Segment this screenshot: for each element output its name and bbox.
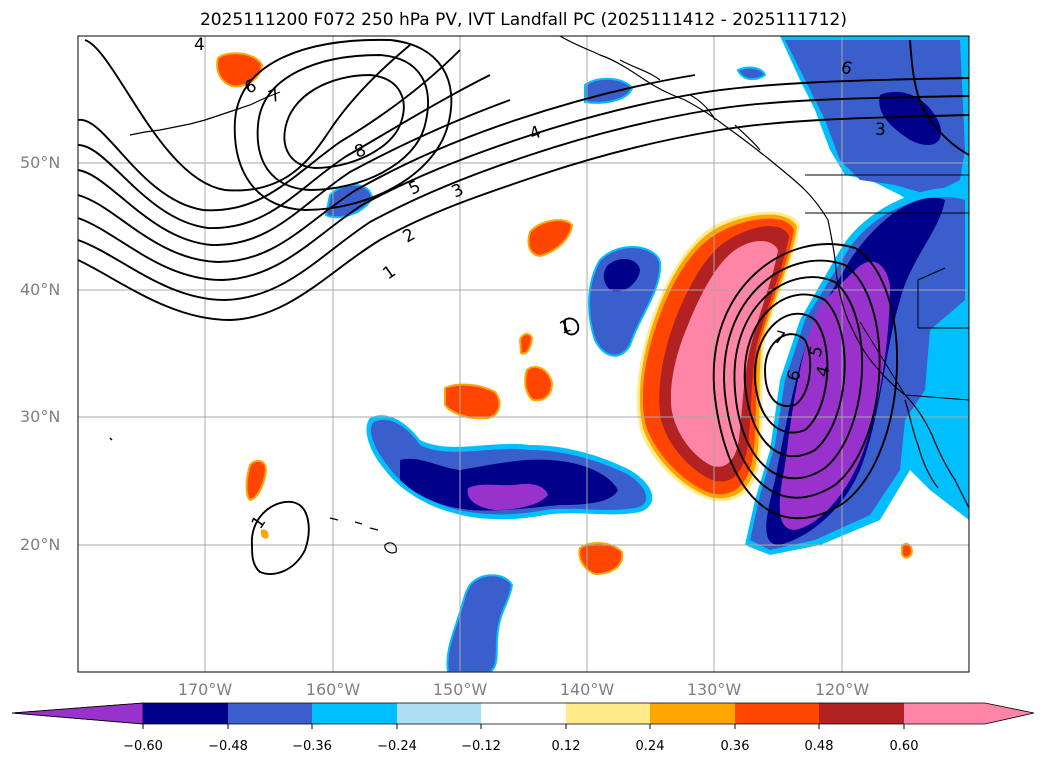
colorbar-tick-label: −0.48	[208, 739, 248, 754]
lat-label-50n: 50°N	[20, 153, 61, 172]
contour-label: 6	[242, 76, 260, 99]
contour-label: 5	[406, 177, 424, 200]
contour-label: 6	[839, 58, 855, 80]
contour-label: 7	[772, 328, 788, 350]
gridlines	[78, 36, 969, 672]
region-south-pos	[578, 542, 624, 576]
lon-label-160w: 160°W	[305, 680, 361, 699]
contour-label: 1	[248, 513, 271, 533]
region-west-pos	[444, 383, 501, 420]
lat-label-20n: 20°N	[20, 535, 61, 554]
colorbar-tick-label: 0.48	[804, 739, 834, 754]
contour-label: 6	[784, 368, 806, 384]
region-mexico-pos	[901, 543, 914, 559]
region-north-pos	[527, 219, 574, 258]
colorbar-min-extension	[11, 702, 144, 725]
colorbar-tick-label: −0.12	[461, 739, 501, 754]
region-subtropical-dark	[400, 458, 618, 511]
contour-labels: 4 6 7 8 5 4 3 2 1 6 3 7 6 5 4 1 1	[194, 35, 886, 533]
lon-label-130w: 130°W	[686, 680, 742, 699]
colorbar-segment	[650, 703, 735, 724]
colorbar	[11, 702, 1035, 729]
contour-label: 1	[379, 262, 399, 285]
contour-label: 5	[806, 344, 828, 360]
lon-label-170w: 170°W	[177, 680, 233, 699]
region-northeast-dark	[879, 91, 941, 145]
colorbar-tick-label: −0.36	[292, 739, 332, 754]
pv-contours	[78, 38, 969, 575]
contour-label: 2	[400, 225, 419, 248]
contour-label: 4	[527, 122, 544, 144]
region-hawaii-west-pos-2	[260, 529, 269, 539]
negative-anomaly-regions	[324, 36, 969, 672]
colorbar-segment	[819, 703, 904, 724]
contour-label: 4	[813, 364, 835, 380]
colorbar-max-extension	[904, 703, 1034, 724]
region-gulf-neg	[736, 66, 767, 81]
contour-label: 1	[557, 316, 574, 338]
lon-label-140w: 140°W	[559, 680, 615, 699]
region-mid-dark	[603, 258, 640, 292]
region-coastal-pos-pink	[670, 241, 778, 467]
contour-label: 3	[449, 180, 467, 203]
colorbar-tick-label: 0.36	[720, 739, 750, 754]
lat-label-40n: 40°N	[20, 280, 61, 299]
colorbar-tick-label: −0.60	[123, 739, 163, 754]
contour-label: 3	[875, 120, 886, 140]
map-title: 2025111200 F072 250 hPa PV, IVT Landfall…	[199, 10, 847, 30]
region-south-neg	[446, 574, 514, 672]
colorbar-segment	[481, 703, 566, 724]
region-hawaii-west-pos	[245, 459, 268, 502]
map-frame	[77, 35, 970, 673]
lat-label-30n: 30°N	[20, 407, 61, 426]
coastlines	[109, 36, 969, 554]
region-westcoast-purple	[779, 261, 890, 530]
region-center-pos-2	[524, 365, 554, 402]
contour-label: 4	[194, 35, 205, 55]
colorbar-segment	[735, 703, 819, 724]
colorbar-tick-label: 0.12	[551, 739, 581, 754]
region-center-pos	[518, 333, 534, 355]
region-gulf-alaska-pos	[216, 52, 264, 88]
colorbar-segment	[143, 703, 228, 724]
colorbar-segment	[228, 703, 312, 724]
colorbar-tick-label: 0.60	[889, 739, 919, 754]
region-alaska-neg	[584, 77, 634, 104]
colorbar-tick-label: −0.24	[377, 739, 417, 754]
lon-label-150w: 150°W	[432, 680, 488, 699]
colorbar-segment	[397, 703, 481, 724]
lon-label-120w: 120°W	[814, 680, 870, 699]
colorbar-tick-label: 0.24	[635, 739, 665, 754]
contour-label: 7	[266, 85, 284, 108]
colorbar-segment	[312, 703, 397, 724]
region-subtropical-purple	[467, 483, 548, 510]
colorbar-segment	[566, 703, 650, 724]
